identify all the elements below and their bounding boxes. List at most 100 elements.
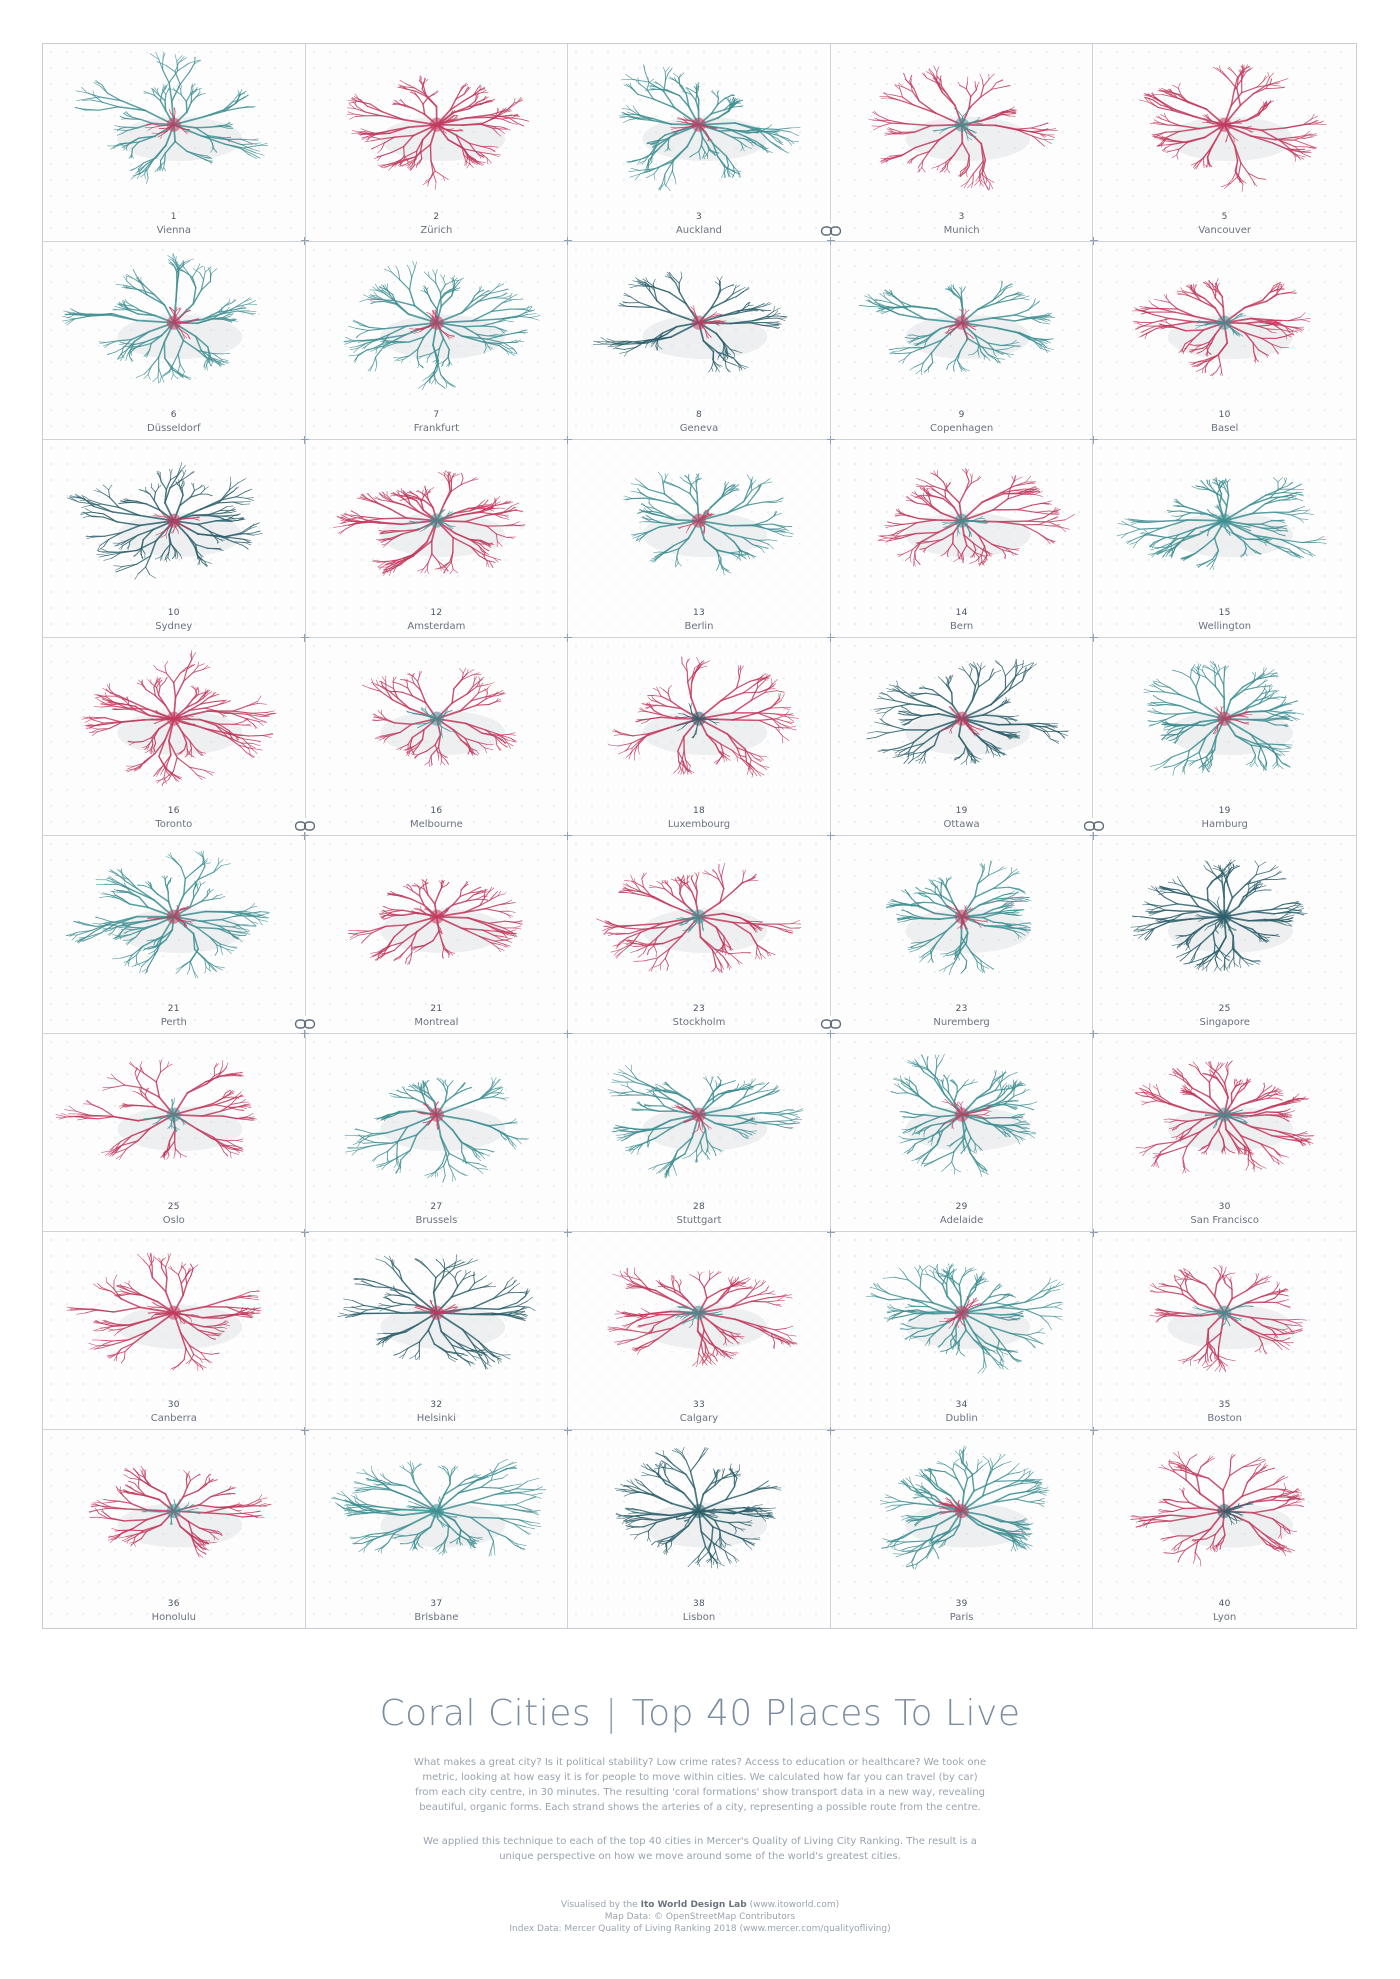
coral-strand [668, 77, 676, 81]
coral-strand [747, 474, 752, 482]
coral-graphic [346, 75, 529, 190]
city-label: 10 Sydney [43, 607, 305, 633]
coral-strand [660, 183, 663, 191]
coral-strand [197, 349, 207, 359]
coral-strand [1220, 71, 1230, 79]
coral-strand [1208, 284, 1214, 291]
city-name: Vienna [156, 225, 191, 236]
coral-strand [177, 263, 185, 268]
coral-strand [1003, 547, 1014, 550]
coral-strand [223, 101, 233, 111]
coral-strand [434, 170, 443, 177]
coral-strand [240, 144, 253, 150]
coral-strand [1295, 327, 1305, 330]
coral-strand [1210, 371, 1217, 376]
coral-strand [973, 551, 980, 558]
coral-strand [147, 366, 152, 375]
coral-strand [1144, 306, 1153, 309]
coral-strand [163, 84, 165, 89]
coral-strand [175, 481, 178, 485]
coral-strand [672, 130, 679, 133]
coral-strand [401, 101, 406, 106]
coral-strand [667, 144, 670, 149]
coral-strand [1182, 343, 1187, 350]
coral-strand [427, 370, 435, 378]
coral-strand [394, 357, 401, 362]
coral-strand [401, 156, 406, 163]
coral-strand [1180, 287, 1184, 293]
coral-strand [143, 490, 151, 495]
coral-strand [752, 520, 768, 527]
coral-strand [647, 281, 657, 289]
coral-strand [114, 347, 124, 353]
coral-strand [706, 149, 710, 155]
coral-strand [758, 303, 766, 307]
coral-strand [724, 165, 730, 174]
coral-strand [1144, 93, 1154, 97]
coral-strand [969, 560, 976, 564]
coral-strand [336, 515, 345, 521]
coral-strand [405, 493, 410, 496]
coral-strand [655, 345, 659, 350]
coral-strand [435, 359, 437, 364]
coral-strand [396, 359, 404, 362]
coral-strand [686, 91, 693, 96]
coral-strand [965, 165, 970, 173]
coral-strand [898, 84, 901, 90]
coral-strand [478, 292, 485, 297]
coral-strand [727, 490, 735, 495]
coral-strand [724, 293, 734, 303]
city-rank: 8 [695, 410, 702, 420]
coral-strand [899, 347, 910, 352]
coral-strand [1000, 289, 1005, 295]
coral-strand [140, 282, 148, 296]
coral-strand [486, 338, 504, 344]
coral-strand [247, 312, 256, 314]
coral-strand [921, 160, 924, 169]
coral-strand [488, 99, 495, 102]
coral-strand [175, 282, 179, 301]
coral-strand [193, 59, 202, 65]
coral-strand [132, 173, 141, 177]
coral-strand [172, 374, 179, 379]
coral-strand [204, 266, 212, 273]
coral-strand [77, 312, 92, 317]
coral-strand [964, 308, 967, 313]
coral-strand [622, 301, 631, 304]
coral-strand [416, 336, 425, 350]
coral-strand [413, 521, 424, 523]
coral-strand [1240, 92, 1255, 107]
coral-strand [1198, 319, 1204, 323]
coral-strand [886, 294, 894, 297]
coral-strand [430, 300, 438, 311]
coral-strand [1010, 342, 1020, 345]
coral-strand [435, 360, 439, 372]
coral-strand [415, 500, 424, 511]
coral-strand [663, 66, 666, 73]
coral-strand [135, 373, 145, 379]
coral-strand [152, 376, 159, 382]
coral-strand [396, 302, 409, 315]
coral-strand [766, 515, 775, 522]
coral-strand [1271, 319, 1287, 327]
coral-strand [479, 123, 493, 129]
coral-strand [928, 139, 940, 153]
coral-strand [206, 358, 209, 366]
coral-strand [1152, 317, 1171, 324]
coral-strand [380, 142, 385, 150]
coral-strand [489, 109, 508, 116]
coral-strand [180, 94, 187, 103]
coral-strand [451, 536, 472, 548]
coral-strand [444, 514, 452, 518]
coral-strand [896, 528, 907, 533]
coral-strand [726, 486, 733, 492]
coral-strand [81, 505, 90, 508]
coral-strand [452, 473, 460, 477]
coral-strand [152, 90, 155, 96]
coral-strand [1032, 135, 1045, 141]
coral-strand [408, 520, 415, 523]
coral-strand [155, 487, 159, 493]
coral-strand [491, 125, 502, 128]
coral-strand [135, 341, 147, 348]
coral-strand [1043, 139, 1052, 144]
